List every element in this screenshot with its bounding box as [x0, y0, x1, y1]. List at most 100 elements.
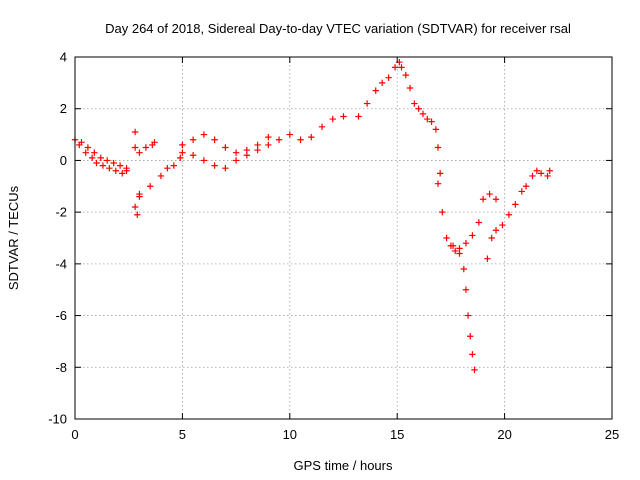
data-point [88, 154, 96, 162]
data-point [189, 152, 197, 159]
data-point [512, 201, 519, 208]
data-point [275, 136, 283, 143]
grid-lines [75, 57, 612, 419]
data-point [179, 149, 186, 156]
x-tick-label: 5 [179, 427, 186, 442]
series-segment-11 [484, 167, 553, 262]
data-point [486, 190, 493, 198]
data-point [411, 100, 418, 107]
data-point [518, 188, 525, 195]
data-point [329, 115, 336, 123]
data-point [164, 164, 171, 172]
data-point [439, 208, 446, 216]
data-point [179, 141, 186, 149]
data-point [134, 211, 141, 218]
x-tick-label: 15 [390, 427, 404, 442]
data-point [91, 149, 98, 156]
data-point [200, 131, 208, 138]
data-point [93, 159, 100, 167]
data-point [406, 84, 414, 92]
data-point [505, 211, 513, 218]
data-point [449, 242, 457, 249]
data-point [436, 170, 444, 177]
data-point [419, 110, 427, 118]
data-point [484, 255, 491, 262]
series-segment-8 [355, 58, 444, 177]
chart-title: Day 264 of 2018, Sidereal Day-to-day VTE… [105, 21, 571, 36]
series-segment-1 [71, 136, 130, 177]
data-point [434, 180, 442, 187]
series-segment-10 [449, 190, 500, 252]
data-point [189, 136, 197, 143]
series-segment-5 [136, 141, 186, 198]
data-point [492, 227, 500, 234]
y-tick-labels: -10 -8 -6 -4 -2 0 2 4 [48, 50, 67, 427]
data-point [131, 203, 139, 211]
data-point [211, 162, 218, 169]
data-point [475, 219, 483, 226]
data-point [123, 164, 130, 172]
data-point [146, 183, 154, 190]
data-point [222, 144, 229, 151]
y-tick-label: -6 [55, 308, 67, 323]
data-point [443, 234, 450, 242]
data-point [499, 221, 506, 229]
data-points [71, 58, 553, 374]
series-segment-3 [131, 128, 143, 218]
data-point [544, 172, 551, 180]
series-segment-9 [434, 180, 478, 374]
data-point [318, 123, 326, 131]
data-point [97, 154, 104, 162]
data-point [462, 239, 470, 247]
data-point [157, 172, 165, 180]
data-point [136, 149, 143, 156]
axis-ticks [74, 56, 613, 420]
data-point [372, 87, 379, 94]
data-point [462, 286, 470, 293]
data-point [131, 144, 139, 151]
data-point [428, 118, 435, 125]
data-point [254, 146, 261, 154]
data-point [488, 234, 495, 242]
data-point [286, 131, 293, 138]
x-tick-label: 10 [283, 427, 297, 442]
data-point [456, 245, 463, 252]
data-point [222, 164, 229, 172]
x-tick-label: 20 [497, 427, 511, 442]
data-point [104, 157, 111, 164]
data-point [363, 100, 371, 107]
data-point [142, 144, 150, 151]
data-point [177, 154, 184, 162]
x-tick-label: 0 [71, 427, 78, 442]
data-point [415, 105, 422, 112]
data-point [110, 159, 117, 167]
y-tick-label: -10 [48, 412, 67, 427]
data-point [492, 196, 500, 203]
data-point [378, 79, 386, 87]
series-segment-6 [179, 113, 347, 156]
data-point [200, 157, 208, 164]
plot-frame [74, 56, 613, 420]
data-point [469, 232, 476, 239]
data-point [434, 144, 442, 151]
data-point [471, 366, 478, 374]
data-point [469, 351, 476, 358]
y-tick-label: -8 [55, 360, 67, 375]
data-point [522, 183, 530, 190]
y-tick-label: -2 [55, 205, 67, 220]
x-tick-label: 25 [605, 427, 619, 442]
data-point [99, 162, 107, 169]
x-tick-labels: 0 5 10 15 20 25 [71, 427, 619, 442]
data-point [232, 157, 240, 164]
data-point [533, 167, 541, 174]
data-point [340, 113, 347, 120]
data-point [297, 136, 304, 143]
data-point [546, 167, 553, 174]
data-point [119, 170, 126, 177]
data-point [78, 139, 85, 146]
series-segment-4 [136, 139, 158, 156]
data-point [243, 152, 251, 159]
y-tick-label: 0 [60, 153, 67, 168]
y-tick-label: 2 [60, 101, 67, 116]
